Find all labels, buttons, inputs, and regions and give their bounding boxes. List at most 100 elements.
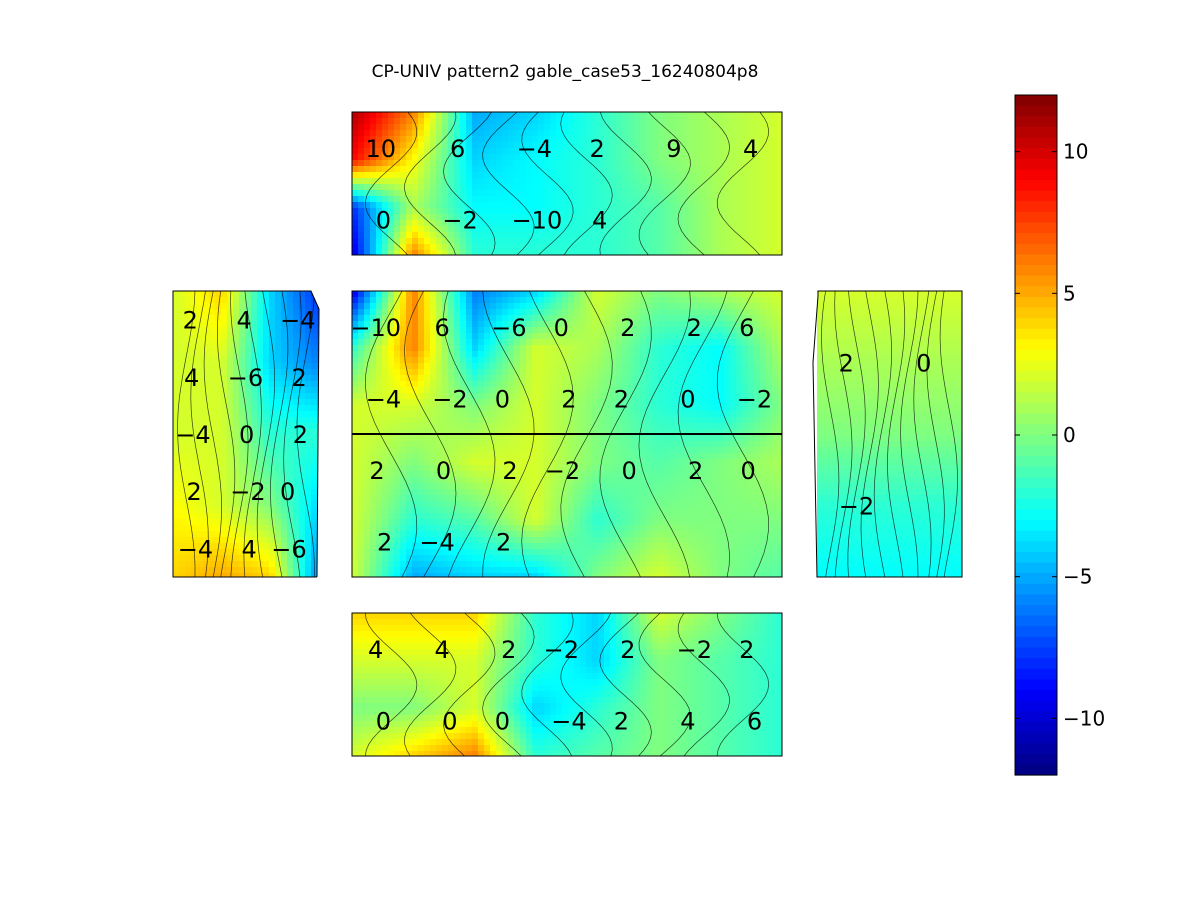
color-cell — [287, 495, 294, 502]
color-cell — [496, 208, 503, 215]
color-cell — [754, 375, 761, 382]
color-cell — [245, 429, 252, 436]
color-cell — [293, 393, 300, 400]
color-cell — [670, 381, 677, 388]
color-cell — [544, 333, 551, 340]
color-cell — [251, 357, 258, 364]
color-cell — [424, 148, 431, 155]
color-cell — [670, 357, 677, 364]
color-cell — [370, 208, 377, 215]
color-cell — [245, 537, 252, 544]
color-cell — [574, 417, 581, 424]
color-cell — [514, 220, 521, 227]
color-cell — [197, 435, 204, 442]
color-cell — [394, 447, 401, 454]
color-cell — [400, 250, 407, 255]
color-cell — [586, 423, 593, 430]
color-cell — [688, 363, 695, 370]
color-cell — [251, 303, 258, 310]
color-cell — [706, 154, 713, 161]
panel-left-side: 2 4 −44 −6 2−4 0 22 −2 0−4 4 −6 — [172, 290, 320, 578]
color-cell — [616, 184, 623, 191]
color-cell — [382, 423, 389, 430]
color-cell — [209, 477, 216, 484]
color-cell — [179, 411, 186, 418]
color-cell — [694, 250, 701, 255]
color-cell — [760, 381, 767, 388]
color-cell — [179, 333, 186, 340]
color-cell — [179, 555, 186, 562]
color-cell — [706, 232, 713, 239]
color-cell — [760, 423, 767, 430]
color-cell — [442, 178, 449, 185]
color-cell — [466, 453, 473, 460]
color-cell — [448, 160, 455, 167]
color-cell — [215, 345, 222, 352]
color-cell — [173, 549, 180, 556]
color-cell — [520, 220, 527, 227]
color-cell — [556, 130, 563, 137]
color-cell — [532, 363, 539, 370]
color-cell — [221, 489, 228, 496]
color-cell — [215, 483, 222, 490]
color-cell — [670, 369, 677, 376]
color-cell — [718, 214, 725, 221]
color-cell — [412, 447, 419, 454]
color-cell — [688, 160, 695, 167]
color-cell — [269, 555, 276, 562]
color-cell — [670, 238, 677, 245]
color-cell — [718, 369, 725, 376]
color-cell — [197, 507, 204, 514]
color-cell — [400, 345, 407, 352]
color-cell — [652, 411, 659, 418]
color-cell — [382, 399, 389, 406]
color-cell — [508, 172, 515, 179]
color-cell — [712, 321, 719, 328]
color-cell — [257, 465, 264, 472]
color-cell — [293, 459, 300, 466]
color-cell — [251, 477, 258, 484]
color-cell — [269, 387, 276, 394]
color-cell — [556, 309, 563, 316]
color-cell — [400, 166, 407, 173]
color-cell — [436, 136, 443, 143]
color-cell — [772, 172, 779, 179]
color-cell — [520, 291, 527, 298]
color-cell — [526, 303, 533, 310]
color-cell — [275, 417, 282, 424]
color-cell — [400, 315, 407, 322]
color-cell — [610, 297, 617, 304]
color-cell — [412, 303, 419, 310]
color-cell — [742, 441, 749, 448]
color-cell — [622, 303, 629, 310]
color-cell — [293, 489, 300, 496]
color-cell — [592, 208, 599, 215]
color-cell — [562, 142, 569, 149]
color-cell — [484, 130, 491, 137]
color-cell — [269, 375, 276, 382]
color-cell — [586, 363, 593, 370]
color-cell — [382, 154, 389, 161]
color-cell — [652, 238, 659, 245]
color-cell — [610, 393, 617, 400]
color-cell — [233, 501, 240, 508]
color-cell — [233, 411, 240, 418]
color-cell — [706, 142, 713, 149]
color-cell — [436, 351, 443, 358]
color-cell — [352, 303, 359, 310]
color-cell — [484, 232, 491, 239]
color-cell — [191, 519, 198, 526]
color-cell — [251, 513, 258, 520]
color-cell — [628, 232, 635, 239]
color-cell — [658, 417, 665, 424]
color-cell — [748, 423, 755, 430]
color-cell — [460, 208, 467, 215]
color-cell — [191, 543, 198, 550]
color-cell — [532, 429, 539, 436]
color-cell — [658, 297, 665, 304]
color-cell — [754, 154, 761, 161]
color-cell — [257, 375, 264, 382]
color-cell — [712, 327, 719, 334]
color-cell — [640, 118, 647, 125]
color-cell — [568, 369, 575, 376]
